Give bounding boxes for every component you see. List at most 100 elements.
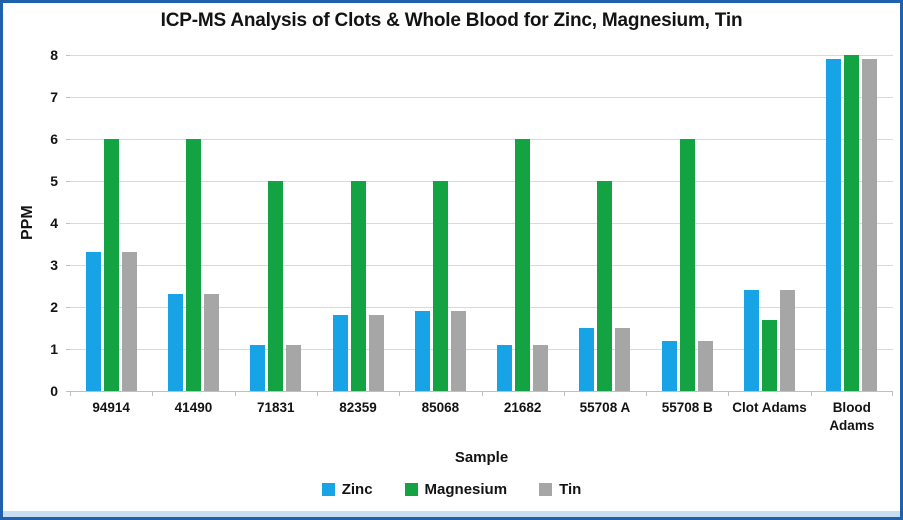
x-axis-tick-10 — [892, 391, 893, 396]
gridline-1 — [70, 349, 893, 350]
y-tick-7 — [66, 97, 70, 98]
bar-zinc-82359 — [332, 315, 348, 391]
bar-magnesium-71831 — [268, 181, 284, 391]
y-axis-label-4: 4 — [50, 215, 58, 231]
y-tick-0 — [66, 391, 70, 392]
y-axis-label-6: 6 — [50, 131, 58, 147]
x-axis-label-Clot Adams: Clot Adams — [732, 400, 807, 415]
bar-tin-82359 — [368, 315, 384, 391]
bar-group-55708 B — [646, 55, 728, 391]
bar-magnesium-94914 — [103, 139, 119, 391]
y-axis-label-2: 2 — [50, 299, 58, 315]
legend: Zinc Magnesium Tin — [3, 481, 900, 498]
bar-tin-71831 — [286, 344, 302, 391]
bar-zinc-94914 — [85, 252, 101, 391]
x-axis-labels: 94914 41490 71831 82359 85068 21682 55708 A 557… — [70, 399, 893, 434]
legend-swatch-tin-icon — [539, 483, 553, 496]
bar-tin-55708 B — [697, 340, 713, 391]
plot-area — [66, 55, 893, 396]
x-axis-tick-5 — [481, 391, 483, 396]
legend-swatch-zinc-icon — [321, 483, 335, 496]
y-axis-label-1: 1 — [50, 341, 58, 357]
y-tick-3 — [66, 265, 70, 266]
legend-label-zinc: Zinc — [341, 481, 373, 498]
bar-group-Clot Adams — [728, 55, 810, 391]
bar-group-82359 — [317, 55, 399, 391]
gridline-3 — [70, 265, 893, 266]
x-axis-tick-7 — [646, 391, 648, 396]
y-axis-label-8: 8 — [50, 47, 58, 63]
bar-zinc-55708 A — [579, 328, 595, 391]
y-tick-4 — [66, 223, 70, 224]
x-axis-label-41490: 41490 — [174, 400, 213, 415]
legend-label-tin: Tin — [559, 481, 582, 498]
bar-group-Blood Adams — [811, 55, 893, 391]
bar-group-41490 — [152, 55, 234, 391]
bar-zinc-41490 — [167, 294, 183, 391]
bar-group-85068 — [399, 55, 481, 391]
bar-zinc-Clot Adams — [744, 290, 760, 391]
bar-magnesium-Blood Adams — [844, 55, 860, 391]
bar-group-71831 — [235, 55, 317, 391]
x-axis-label-94914: 94914 — [92, 400, 130, 415]
legend-item-magnesium: Magnesium — [404, 481, 508, 498]
legend-swatch-magnesium-icon — [404, 483, 418, 496]
x-axis-label-82359: 82359 — [339, 400, 377, 415]
y-tick-6 — [66, 139, 70, 140]
chart-title: ICP-MS Analysis of Clots & Whole Blood f… — [160, 10, 743, 31]
bar-magnesium-55708 B — [679, 139, 695, 391]
bar-tin-94914 — [121, 252, 137, 391]
gridline-8 — [70, 55, 893, 56]
gridline-6 — [70, 139, 893, 140]
y-tick-5 — [66, 181, 70, 182]
bar-magnesium-Clot Adams — [762, 319, 778, 391]
x-axis-tick-6 — [563, 391, 565, 396]
y-tick-1 — [66, 349, 70, 350]
y-tick-2 — [66, 307, 70, 308]
x-axis-label-71831: 71831 — [256, 400, 295, 415]
bottom-accent-strip — [3, 511, 900, 517]
x-axis-tick-8 — [728, 391, 730, 396]
bar-zinc-85068 — [414, 311, 430, 391]
legend-item-zinc: Zinc — [321, 481, 373, 498]
bar-group-55708 A — [564, 55, 646, 391]
x-axis-label-85068: 85068 — [421, 400, 460, 415]
bar-zinc-55708 B — [661, 340, 677, 391]
legend-label-magnesium: Magnesium — [424, 481, 508, 498]
bar-tin-Clot Adams — [780, 290, 796, 391]
gridline-7 — [70, 97, 893, 98]
bar-tin-85068 — [450, 311, 466, 391]
x-axis-label-Blood Adams: Blood Adams — [829, 400, 875, 433]
x-axis-tick-9 — [810, 391, 812, 396]
bar-tin-21682 — [533, 344, 549, 391]
y-axis-label-7: 7 — [50, 89, 58, 105]
gridline-5 — [70, 181, 893, 182]
bar-tin-Blood Adams — [862, 59, 878, 391]
x-axis-tick-4 — [399, 391, 401, 396]
bar-magnesium-41490 — [185, 139, 201, 391]
gridline-2 — [70, 307, 893, 308]
bar-group-21682 — [481, 55, 563, 391]
y-axis-label-0: 0 — [50, 383, 58, 399]
bar-magnesium-55708 A — [597, 181, 613, 391]
y-tick-8 — [66, 55, 70, 56]
bar-magnesium-21682 — [515, 139, 531, 391]
x-axis-title: Sample — [454, 449, 509, 466]
y-axis-label-3: 3 — [50, 257, 58, 273]
x-axis-tick-2 — [234, 391, 236, 396]
x-axis-tick-3 — [316, 391, 318, 396]
x-axis-tick-1 — [152, 391, 154, 396]
y-axis-label-5: 5 — [50, 173, 58, 189]
bars-layer — [70, 55, 893, 391]
bar-magnesium-85068 — [432, 181, 448, 391]
x-axis-label-55708 B: 55708 B — [661, 400, 713, 415]
x-axis-label-55708 A: 55708 A — [579, 400, 631, 415]
x-axis-tick-0 — [70, 391, 71, 396]
bar-group-94914 — [70, 55, 152, 391]
legend-item-tin: Tin — [539, 481, 581, 498]
bar-tin-55708 A — [615, 328, 631, 391]
bar-tin-41490 — [203, 294, 219, 391]
x-axis-label-21682: 21682 — [503, 400, 542, 415]
bar-zinc-Blood Adams — [826, 59, 842, 391]
